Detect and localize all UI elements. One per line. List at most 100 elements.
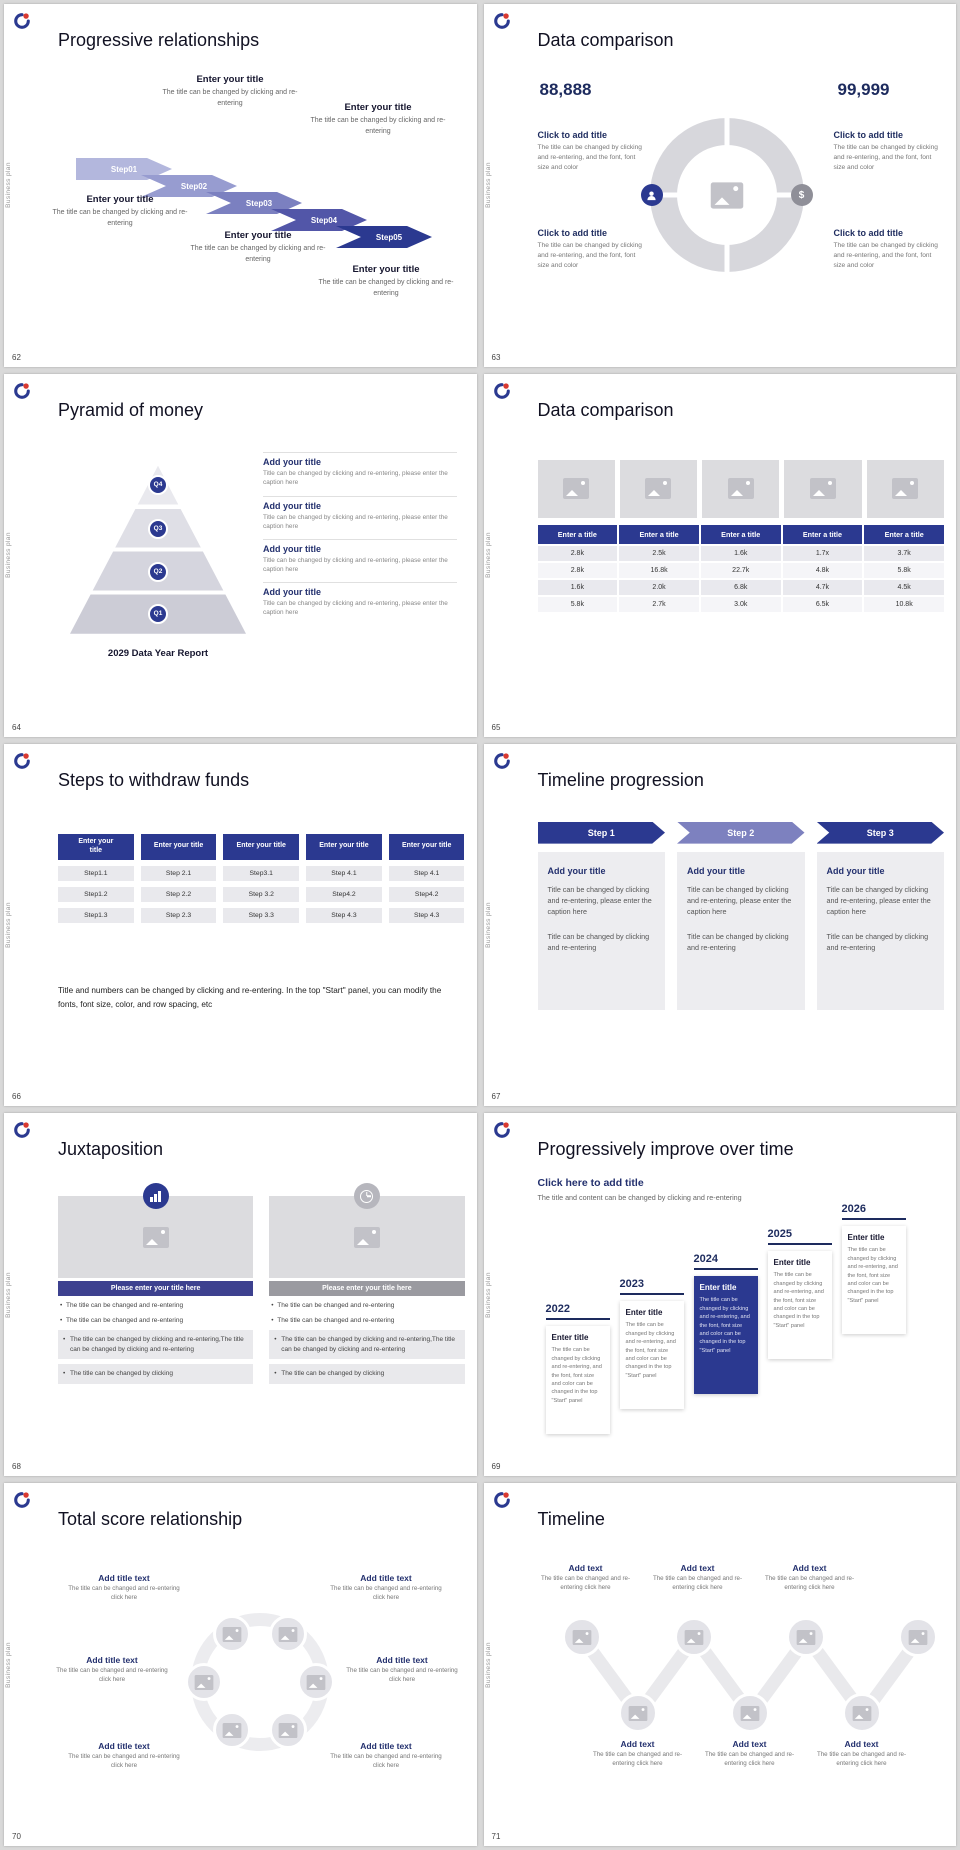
- step-cell: Step4.2: [306, 886, 382, 902]
- label-title: Add title text: [98, 1741, 150, 1752]
- item-body: Title can be changed by clicking and re-…: [263, 513, 448, 531]
- pyramid-item: Add your title Title can be changed by c…: [263, 452, 457, 488]
- panel-body: Title can be changed by clicking and re-…: [547, 884, 652, 916]
- slide-content: Enter a title Enter a title Enter a titl…: [537, 459, 944, 717]
- table-header-cell: Enter a title: [864, 524, 944, 544]
- table-cell: 2.8k: [537, 545, 618, 561]
- slide-content: Enter your title Step1.1 Step1.2 Step1.3…: [58, 806, 465, 1087]
- label-title: Add title text: [376, 1655, 428, 1666]
- caption-body: The title can be changed by clicking and…: [537, 144, 642, 171]
- image-placeholder-icon: [796, 1629, 815, 1645]
- chevron-label: Step05: [375, 232, 403, 242]
- slide-63-thumbnail[interactable]: Business plan Data comparison 88,888 99,…: [483, 4, 956, 367]
- slide-69-thumbnail[interactable]: Business plan Progressively improve over…: [483, 1113, 956, 1477]
- timeline-node: [617, 1693, 658, 1734]
- brand-vertical-label: Business plan: [484, 162, 492, 209]
- step-column: Enter your title Step3.1 Step 3.2 Step 3…: [223, 833, 300, 923]
- year-step-2025: 2025 Enter title The title can be change…: [767, 1228, 832, 1360]
- step-column: Enter your title Step 2.1 Step 2.2 Step …: [140, 833, 217, 923]
- label-body: The title can be changed and re-entering…: [346, 1667, 458, 1683]
- year-card-body: The title can be changed by clicking and…: [773, 1272, 824, 1329]
- year-step-2023: 2023 Enter title The title can be change…: [619, 1278, 684, 1410]
- text-block: Enter your title The title can be change…: [150, 74, 310, 109]
- timeline-node: [673, 1617, 714, 1658]
- block-title: Enter your title: [224, 230, 292, 241]
- timeline-node: [897, 1617, 938, 1658]
- year-label: 2023: [619, 1278, 684, 1296]
- image-placeholder: [784, 459, 862, 518]
- block-title: Enter your title: [86, 194, 154, 205]
- year-card-title: Enter title: [773, 1258, 811, 1268]
- slide-65-thumbnail[interactable]: Business plan Data comparison Enter a ti…: [483, 373, 956, 737]
- diagram-node: [269, 1711, 307, 1750]
- column-header: Enter your title: [140, 833, 217, 860]
- slide-64-thumbnail[interactable]: Business plan Pyramid of money Q4 Q3 Q2 …: [4, 373, 477, 737]
- page-number: 70: [12, 1831, 21, 1841]
- year-step-2026: 2026 Enter title The title can be change…: [841, 1203, 906, 1335]
- panel-title: Add your title: [826, 865, 885, 876]
- image-placeholder-icon: [727, 478, 754, 500]
- brand-logo-icon: [13, 12, 31, 30]
- item-body: Title can be changed by clicking and re-…: [263, 469, 448, 487]
- pyramid-item: Add your title Title can be changed by c…: [263, 539, 457, 575]
- pyramid-level-badge: Q3: [148, 518, 168, 539]
- slide-62-thumbnail[interactable]: Business plan Progressive relationships …: [4, 4, 477, 367]
- slide-content: Please enter your title here The title c…: [58, 1175, 465, 1456]
- page-number: 71: [491, 1831, 501, 1841]
- timeline-panel: Add your title Title can be changed by c…: [816, 851, 944, 1010]
- label-body: The title can be changed and re-entering…: [764, 1575, 855, 1591]
- image-placeholder-icon: [142, 1226, 169, 1248]
- slide-title: Total score relationship: [58, 1509, 243, 1530]
- timeline-column: Step 3 Add your title Title can be chang…: [816, 821, 944, 1010]
- slide-title: Progressive relationships: [58, 30, 260, 50]
- step-column: Enter your title Step 4.1 Step4.2 Step 4…: [388, 833, 465, 923]
- item-title: Add your title: [263, 543, 321, 554]
- table-cell: 2.7k: [619, 596, 699, 612]
- timeline-label-top: Add text The title can be changed and re…: [762, 1563, 858, 1592]
- image-placeholder: [702, 459, 780, 518]
- image-placeholder-icon: [353, 1226, 380, 1248]
- brand-logo-icon: [493, 1121, 511, 1139]
- label-body: The title can be changed and re-entering…: [540, 1575, 631, 1591]
- image-placeholder-icon: [222, 1626, 242, 1642]
- page-number: 69: [491, 1462, 501, 1472]
- step-cell: Step 4.1: [306, 865, 382, 881]
- year-card-title: Enter title: [699, 1283, 737, 1293]
- year-card: Enter title The title can be changed by …: [767, 1251, 832, 1360]
- caption-title: Click to add title: [833, 130, 904, 140]
- brand-logo-icon: [493, 12, 511, 30]
- image-placeholder-icon: [563, 478, 590, 500]
- clock-icon: [353, 1183, 380, 1210]
- step-cell: Step 4.1: [388, 865, 465, 881]
- slide-68-thumbnail[interactable]: Business plan Juxtaposition Please enter…: [4, 1113, 477, 1477]
- slide-66-thumbnail[interactable]: Business plan Steps to withdraw funds En…: [4, 743, 477, 1107]
- label-title: Add title text: [98, 1573, 150, 1584]
- bullet-item: The title can be changed by clicking: [58, 1364, 254, 1384]
- brand-logo-icon: [13, 1491, 31, 1509]
- label-body: The title can be changed and re-entering…: [330, 1753, 442, 1769]
- column-header: Enter your title: [223, 833, 300, 860]
- slide-70-thumbnail[interactable]: Business plan Total score relationship A…: [4, 1483, 477, 1846]
- label-body: The title can be changed and re-entering…: [652, 1575, 743, 1591]
- slide-content: Step01 Step02 Step03 Step04 Step05 Enter…: [52, 66, 465, 347]
- text-block: Enter your title The title can be change…: [298, 102, 458, 137]
- brand-vertical-label: Business plan: [484, 1271, 492, 1318]
- image-placeholder-icon: [645, 478, 672, 500]
- text-block: Enter your title The title can be change…: [178, 230, 338, 265]
- slide-71-thumbnail[interactable]: Business plan Timeline Add text The titl…: [483, 1483, 956, 1846]
- panel-title-bar: Please enter your title here: [269, 1281, 465, 1297]
- diagram-node: [185, 1663, 223, 1702]
- slide-67-thumbnail[interactable]: Business plan Timeline progression Step …: [483, 743, 956, 1107]
- column-header-label: Enter your title: [236, 842, 286, 850]
- image-placeholder-icon: [684, 1629, 703, 1645]
- donut-center: [676, 145, 777, 245]
- slide-title: Timeline: [537, 1509, 605, 1530]
- bullet-item: The title can be changed and re-entering: [269, 1301, 464, 1311]
- year-card: Enter title The title can be changed by …: [841, 1226, 906, 1335]
- table-header-cell: Enter a title: [782, 524, 863, 544]
- page-number: 62: [12, 352, 21, 362]
- timeline-panel: Add your title Title can be changed by c…: [677, 851, 805, 1010]
- panel-body: Title can be changed by clicking and re-…: [687, 884, 792, 916]
- table-cell: 3.7k: [864, 545, 944, 561]
- pyramid-footer: 2029 Data Year Report: [107, 647, 209, 659]
